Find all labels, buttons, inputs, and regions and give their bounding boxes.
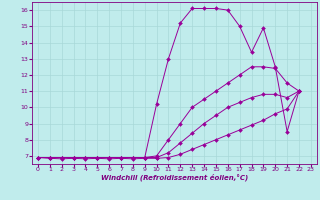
X-axis label: Windchill (Refroidissement éolien,°C): Windchill (Refroidissement éolien,°C) — [101, 174, 248, 181]
